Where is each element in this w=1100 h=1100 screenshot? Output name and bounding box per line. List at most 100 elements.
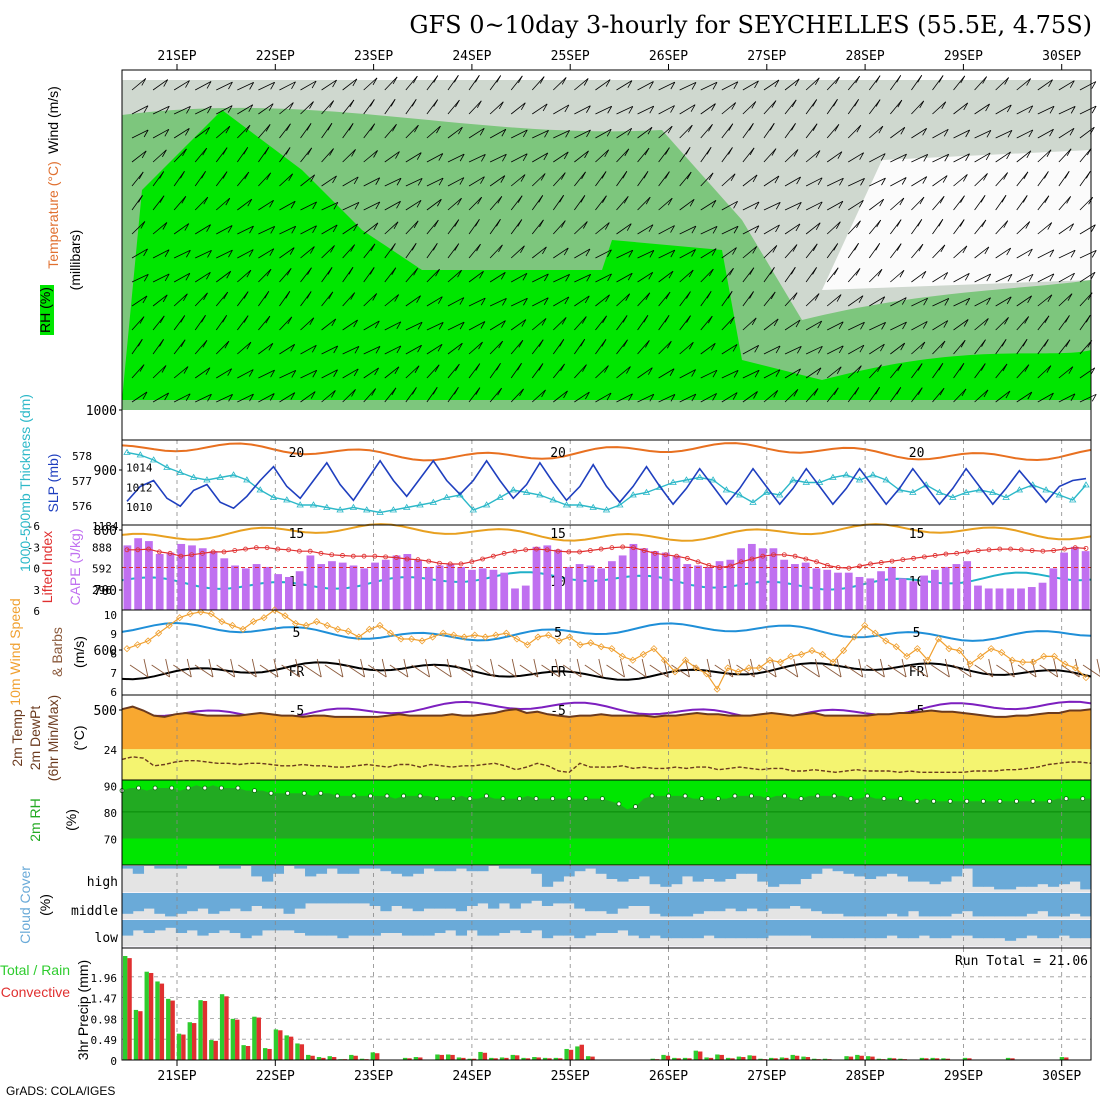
cloud-high-bar — [746, 866, 758, 874]
wind-barb-flag — [1049, 249, 1055, 258]
wind-barb — [426, 268, 440, 283]
wind-barb-flag — [248, 249, 254, 257]
wind-barb — [405, 75, 418, 91]
wind-barb-flag — [205, 367, 211, 375]
wind-barb-flag — [1070, 250, 1076, 258]
wind-barb — [405, 124, 419, 139]
wind10-barb-flag — [944, 658, 950, 678]
precip-total-bar — [144, 971, 149, 1060]
wind-barb-flag — [627, 128, 633, 136]
wind-barb — [869, 198, 884, 211]
cape-bar — [177, 543, 186, 610]
wind-barb — [574, 129, 591, 139]
wind-barb-flag — [792, 244, 798, 252]
precip-conv-bar — [148, 972, 154, 1060]
wind10-point — [766, 656, 774, 664]
precip-total-bar — [1059, 1057, 1065, 1060]
wind-barb — [300, 225, 317, 235]
wind-barb-flag — [475, 387, 481, 395]
rh2m-tick: 70 — [104, 833, 117, 846]
precip-conv-bar — [375, 1053, 380, 1060]
wind-barb — [616, 80, 633, 91]
wind-barb-flag — [246, 269, 252, 278]
wind-barb — [468, 127, 485, 139]
wind-barb — [763, 369, 781, 379]
cloud-high-bar — [724, 866, 737, 879]
wind10-barb — [714, 664, 734, 678]
thickness-point — [416, 501, 424, 508]
wind-barb — [637, 367, 653, 379]
wind10-point — [344, 627, 352, 635]
wind-barb-flag — [390, 99, 396, 107]
thickness-point — [429, 498, 438, 505]
wind-barb — [258, 268, 272, 283]
rh2m-point — [517, 796, 522, 801]
wind-barb — [553, 77, 567, 91]
wind-barb-flag — [162, 294, 168, 303]
wind-barb-flag — [581, 316, 587, 324]
rh2m-point — [169, 785, 175, 791]
wind10-barb — [129, 664, 149, 678]
wind-barb-flag — [248, 104, 254, 112]
cape-bar — [1049, 568, 1058, 610]
cloud-level-low: low — [95, 931, 119, 946]
wind-barb-flag — [688, 269, 694, 278]
cloud-low-bar — [520, 920, 532, 933]
rh2m-point — [715, 796, 721, 801]
wind-barb — [700, 268, 714, 283]
wind-barb — [1058, 80, 1075, 91]
wind-barb-flag — [687, 124, 693, 133]
cloud-middle-bar — [498, 893, 511, 904]
precip-total-bar — [467, 1058, 472, 1060]
wind-barb-flag — [223, 291, 229, 300]
cape-bar — [521, 585, 530, 610]
wind-barb-flag — [374, 320, 380, 329]
date-label-bottom: 27SEP — [747, 1069, 786, 1084]
cloud-high-bar — [1015, 866, 1027, 887]
rh-dry-area — [822, 150, 1091, 290]
wind-barb — [953, 75, 966, 91]
wind-barb — [258, 342, 274, 355]
wind10-point — [197, 608, 205, 616]
wind-barb — [510, 388, 524, 403]
wind-barb — [784, 368, 801, 379]
cape-bar — [575, 564, 584, 610]
wind-barb — [658, 394, 676, 403]
cape-bar — [220, 558, 229, 610]
wind10-barb — [1017, 664, 1037, 678]
wind-barb — [152, 294, 168, 307]
wind-barb — [932, 272, 948, 283]
cloud-low-bar — [488, 920, 500, 936]
wind-barb-flag — [585, 391, 590, 400]
wind-barb — [826, 345, 844, 355]
wind-barb-flag — [986, 273, 992, 282]
wind-barb — [616, 339, 628, 355]
cape-bar — [338, 562, 347, 610]
cape-bar — [1060, 552, 1068, 610]
wind10-barb — [368, 664, 387, 678]
wind-barb — [658, 105, 675, 115]
cloud-middle-bar — [595, 893, 607, 912]
wind-barb-flag — [327, 267, 333, 275]
wind-barb-flag — [1064, 171, 1070, 179]
wind-barb-flag — [266, 268, 272, 277]
wind-barb-flag — [565, 274, 570, 282]
cloud-middle-bar — [294, 893, 306, 909]
cloud-middle-bar — [789, 893, 801, 906]
precip-conv-bar — [288, 1036, 294, 1060]
wind10-point — [924, 656, 932, 664]
wind-barb-flag — [203, 292, 208, 301]
wind-barb — [721, 123, 734, 139]
precip-total-bar — [876, 1058, 882, 1060]
cloud-middle-bar — [886, 893, 898, 914]
wind-barb — [531, 246, 547, 259]
cape-bar — [737, 548, 745, 610]
cloud-high-bar — [789, 866, 801, 885]
cloud-low-bar — [875, 920, 887, 939]
precip-total-bar — [187, 1022, 192, 1060]
rh2m-point — [931, 798, 937, 804]
cape-bar — [877, 571, 885, 610]
wind-barb-flag — [517, 195, 523, 203]
wind-barb-flag — [985, 152, 991, 161]
cloud-high-bar — [595, 866, 607, 874]
